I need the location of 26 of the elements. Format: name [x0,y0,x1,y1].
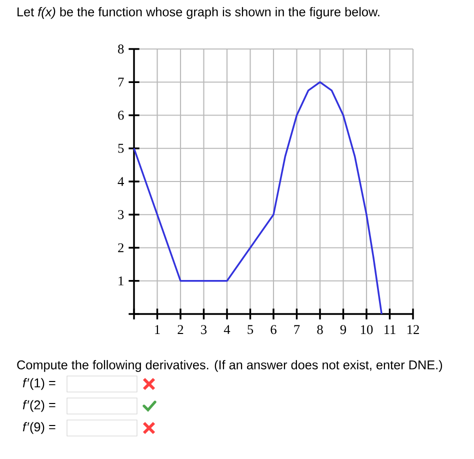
text: Compute the following derivatives. (If an answer does not exist, enter DNE.) [17,360,442,372]
y-tick-label: 5 [118,144,124,153]
x-tick-label: 6 [270,325,276,334]
x-tick-label: 12 [408,325,419,334]
y-tick-label: 2 [118,243,124,252]
chart-title: Let f(x) be the function whose graph is shown in the figure below. [18,7,380,19]
x-tick-label: 11 [384,325,396,334]
line-series [133,81,382,315]
y-tick-label: 3 [118,210,124,220]
y-tick-label: 1 [118,276,124,286]
y-tick-label: 7 [118,78,124,86]
x-tick-label: 2 [178,325,184,334]
y-tick-label: 4 [118,177,124,186]
text: f′(9) = [22,422,56,434]
x-tick-label: 8 [317,325,323,334]
text: f′(1) = [22,378,56,390]
y-tick-label: 8 [118,44,124,54]
y-tick-label: 6 [118,110,124,120]
x-tick-label: 7 [294,325,300,334]
x-tick-label: 3 [201,325,207,334]
x-tick-label: 5 [248,325,254,334]
x-tick-label: 9 [340,325,346,334]
text: f′(2) = [22,400,56,412]
x-tick-label: 4 [224,325,230,334]
x-tick-label: 10 [361,325,373,334]
x-tick-label: 1 [155,325,160,334]
